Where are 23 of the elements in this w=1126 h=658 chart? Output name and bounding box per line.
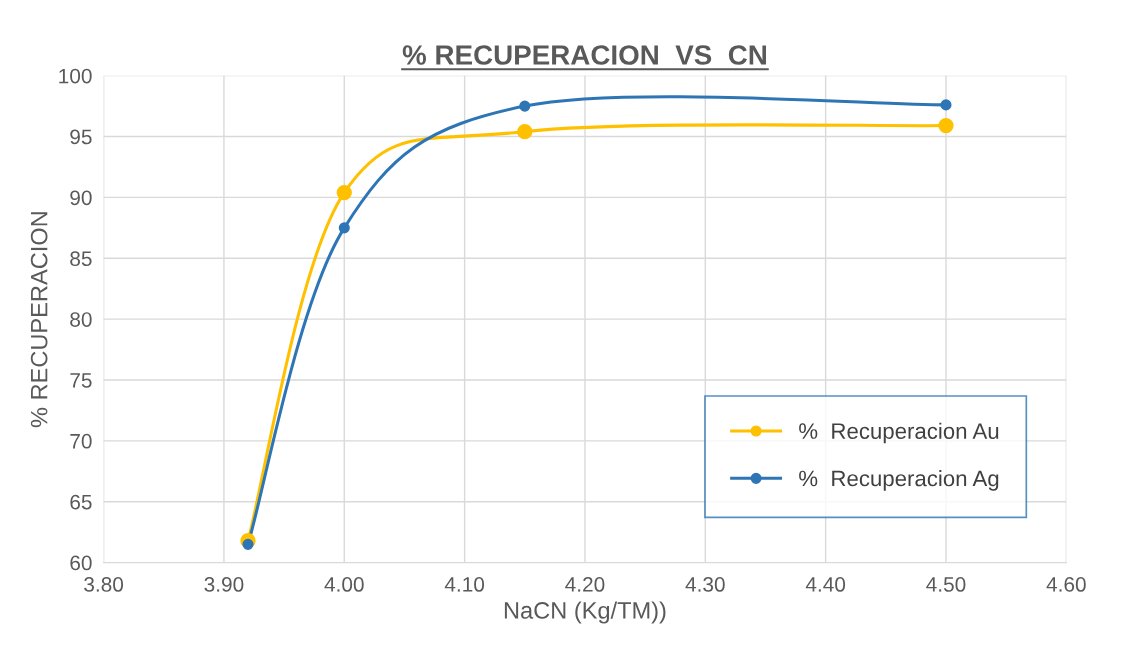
x-tick-label: 3.80 bbox=[84, 577, 124, 592]
y-tick-label: 80 bbox=[70, 312, 92, 327]
chart-title: % RECUPERACION VS CN bbox=[402, 45, 766, 65]
x-tick-label: 4.60 bbox=[1046, 577, 1086, 592]
y-tick-label: 70 bbox=[70, 433, 92, 449]
x-tick-label: 4.30 bbox=[685, 577, 725, 592]
y-axis-title: % RECUPERACION bbox=[30, 212, 48, 428]
y-tick-label: 90 bbox=[70, 190, 92, 206]
x-axis-title: NaCN (Kg/TM)) bbox=[504, 601, 666, 624]
x-tick-label: 4.10 bbox=[444, 577, 485, 592]
legend-label: % Recuperacion Au bbox=[799, 422, 999, 444]
y-tick-label: 100 bbox=[59, 68, 92, 84]
x-tick-label: 4.00 bbox=[324, 577, 364, 592]
x-tick-label: 3.90 bbox=[204, 577, 244, 592]
legend-label: % Recuperacion Ag bbox=[799, 470, 999, 491]
y-tick-label: 85 bbox=[70, 251, 92, 267]
x-tick-label: 4.50 bbox=[926, 577, 966, 592]
x-tick-label: 4.40 bbox=[805, 577, 846, 592]
y-tick-label: 95 bbox=[70, 129, 92, 145]
y-tick-label: 60 bbox=[70, 555, 92, 571]
y-tick-label: 65 bbox=[70, 494, 92, 510]
y-tick-label: 75 bbox=[70, 373, 92, 388]
x-tick-label: 4.20 bbox=[565, 577, 605, 592]
